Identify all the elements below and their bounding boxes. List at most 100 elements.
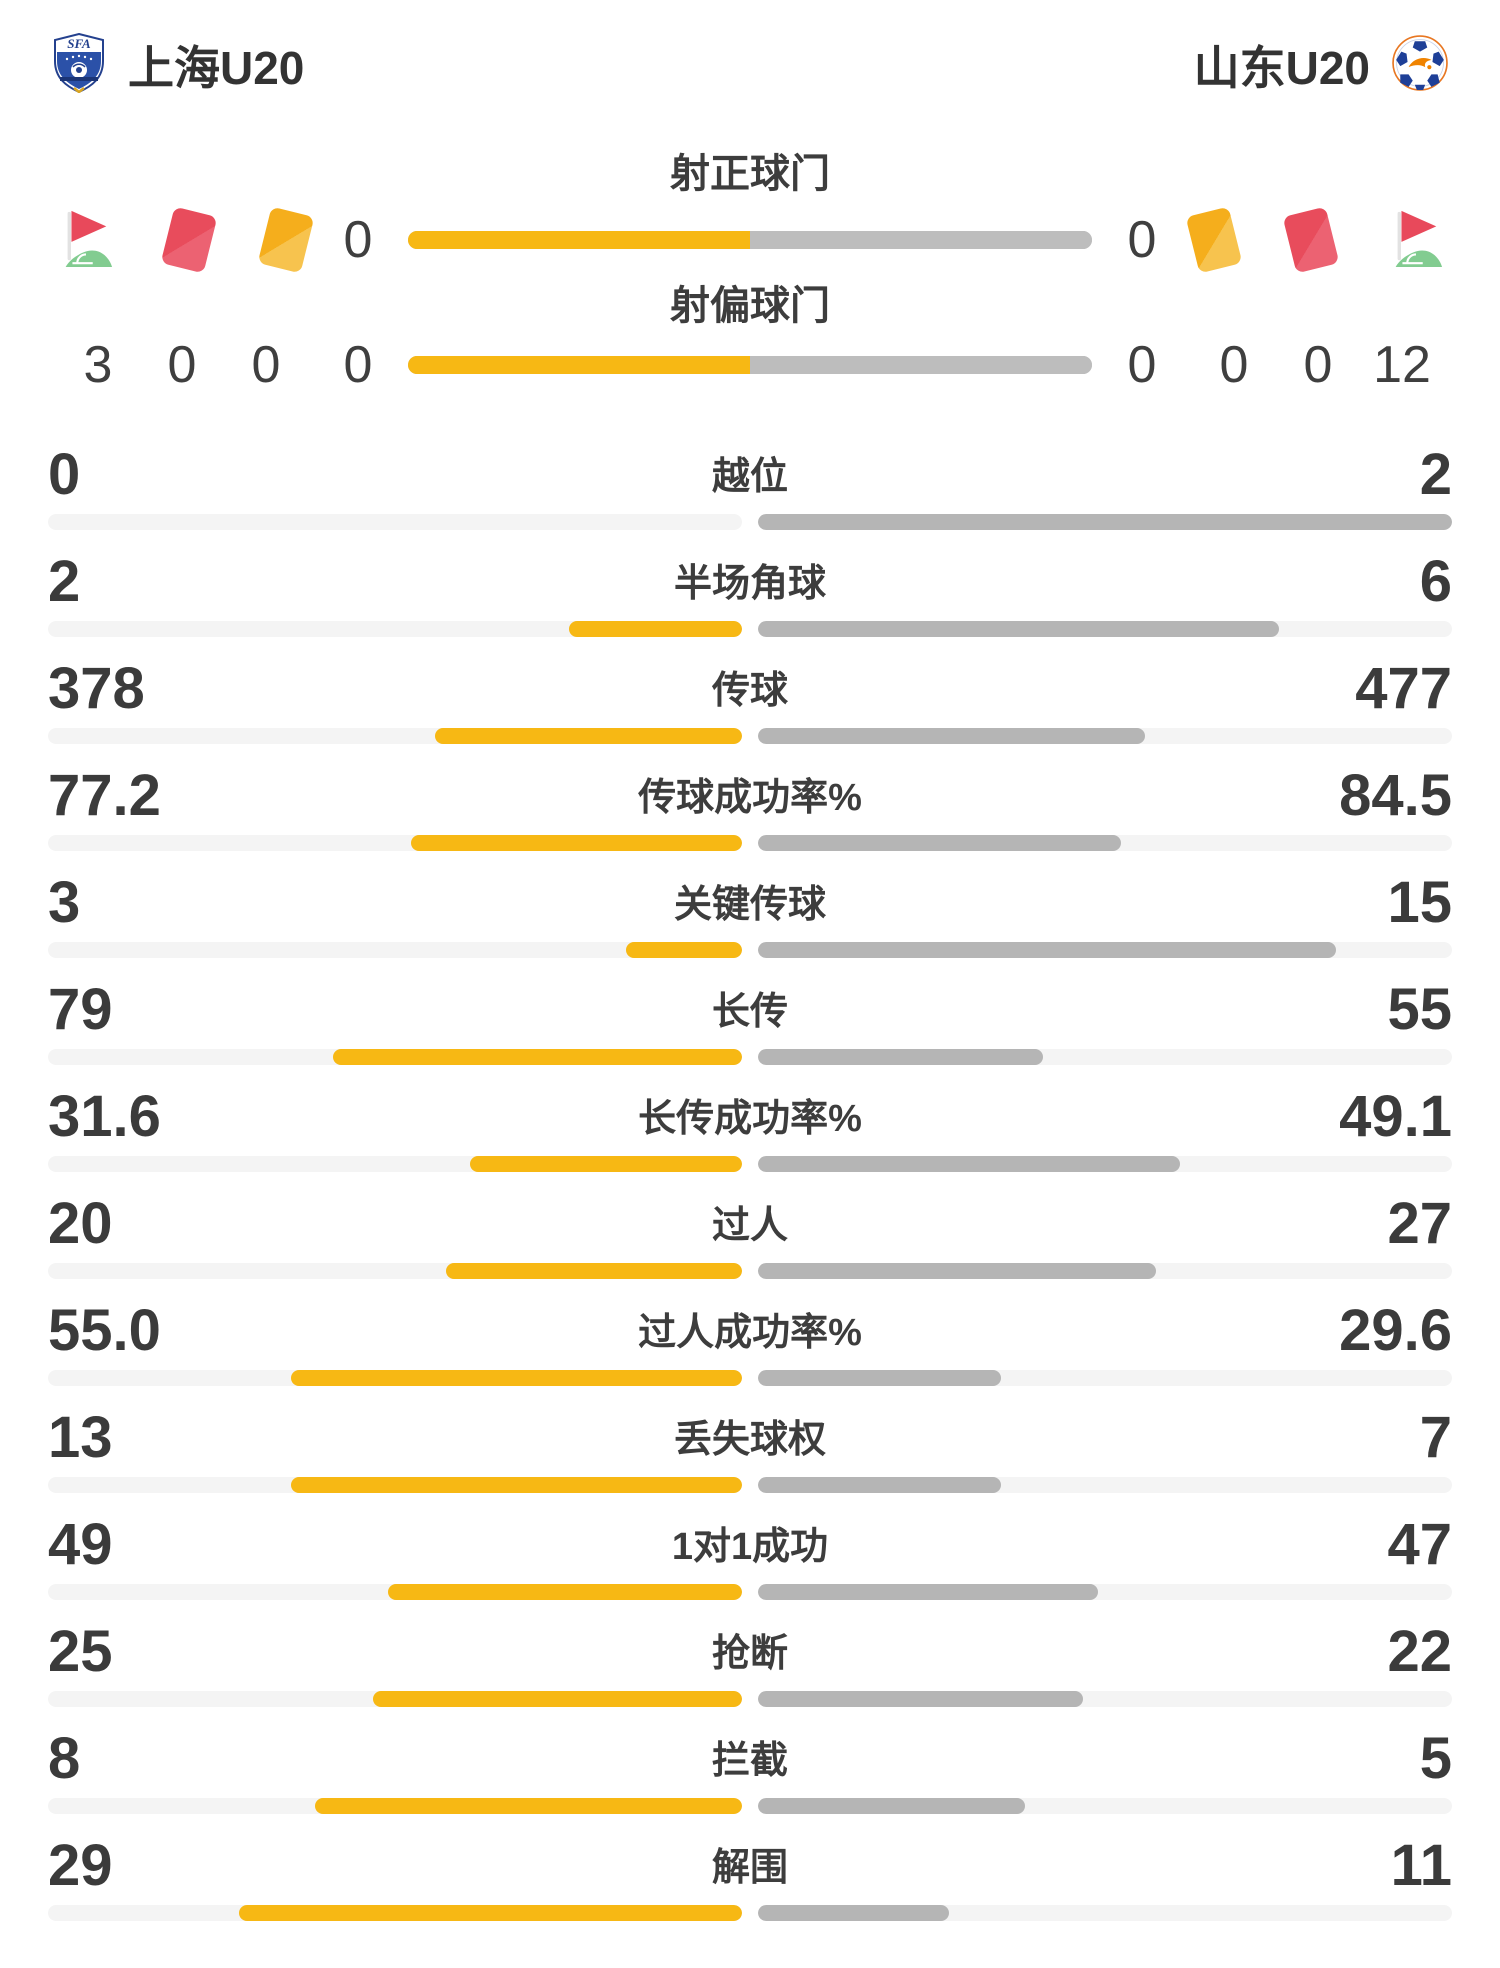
away-value: 6 [1419,549,1452,614]
away-value: 22 [1387,1619,1452,1684]
corner-flag-icon [56,207,114,274]
home-bar-fill [388,1584,742,1600]
stat-row: 79 长传 55 [48,981,1452,1088]
away-bar-fill [758,1691,1083,1707]
away-bar-fill [758,1049,1043,1065]
away-bar-track [758,1584,1452,1600]
home-value: 3 [48,870,81,935]
shots-off-target-title: 射偏球门 [670,284,830,328]
home-value: 0 [48,442,81,507]
away-bar-fill [758,942,1337,958]
away-bar-track [758,1263,1452,1279]
home-yellow-card-count: 0 [251,336,281,394]
stat-bars [48,1798,1452,1814]
shots-on-target-row: 0 0 [0,196,1500,284]
away-shots-on-target-value: 0 [1127,211,1157,269]
stat-bars [48,1584,1452,1600]
away-fill [750,231,1092,249]
away-bar-fill [758,1584,1099,1600]
stat-text-row: 55.0 过人成功率% 29.6 [48,1302,1452,1360]
stat-text-row: 8 拦截 5 [48,1730,1452,1788]
stat-row: 2 半场角球 6 [48,553,1452,660]
home-bar-fill [238,1905,742,1921]
stat-row: 49 1对1成功 47 [48,1516,1452,1623]
away-value: 27 [1387,1191,1452,1256]
away-bar-track [758,621,1452,637]
stat-row: 31.6 长传成功率% 49.1 [48,1088,1452,1195]
stat-bars [48,1156,1452,1172]
home-value: 31.6 [48,1084,161,1149]
home-bar-track [48,1477,742,1493]
stat-row: 8 拦截 5 [48,1730,1452,1837]
away-value: 47 [1387,1512,1452,1577]
stat-bars [48,1263,1452,1279]
stat-bars [48,514,1452,530]
stat-bars [48,1905,1452,1921]
home-bar-track [48,1798,742,1814]
away-bar-track [758,835,1452,851]
stat-text-row: 2 半场角球 6 [48,553,1452,611]
away-bar-track [758,1691,1452,1707]
stat-bars [48,942,1452,958]
away-shots-off-target-value: 0 [1127,336,1157,394]
away-team: 山东U20 [1194,32,1448,98]
home-bar-fill [290,1477,742,1493]
stat-row: 13 丢失球权 7 [48,1409,1452,1516]
home-value: 20 [48,1191,113,1256]
shots-on-target-bar [408,231,1092,249]
stat-label: 传球 [711,670,789,712]
stat-label: 抢断 [711,1633,789,1675]
home-discipline-icons [56,206,315,274]
corner-flag-icon [1386,207,1444,274]
stat-text-row: 13 丢失球权 7 [48,1409,1452,1467]
stat-text-row: 79 长传 55 [48,981,1452,1039]
away-value: 49.1 [1339,1084,1452,1149]
away-bar-track [758,728,1452,744]
away-bar-fill [758,728,1146,744]
red-card-icon [1282,206,1340,274]
away-value: 5 [1419,1726,1452,1791]
away-team-name: 山东U20 [1193,42,1370,94]
away-value: 84.5 [1339,763,1452,828]
home-corner-count: 3 [83,336,113,394]
stat-bars [48,1691,1452,1707]
yellow-card-icon [257,206,315,274]
stat-label: 半场角球 [673,563,827,605]
away-value: 7 [1419,1405,1452,1470]
home-bar-fill [372,1691,742,1707]
home-team: SFA 上海U20 [52,32,304,98]
home-team-logo-icon: SFA [52,32,106,98]
away-team-logo-icon [1392,34,1448,96]
home-bar-track [48,1263,742,1279]
away-value: 29.6 [1339,1298,1452,1363]
shots-on-target-title: 射正球门 [670,152,830,196]
away-bar-fill [758,835,1121,851]
away-yellow-card-count: 0 [1219,336,1249,394]
match-header: SFA 上海U20 山东U20 [0,0,1500,96]
away-bar-fill [758,621,1279,637]
stat-label: 拦截 [711,1740,789,1782]
stat-row: 55.0 过人成功率% 29.6 [48,1302,1452,1409]
stat-label: 越位 [711,456,789,498]
stat-bars [48,1477,1452,1493]
home-bar-track [48,835,742,851]
stat-text-row: 20 过人 27 [48,1195,1452,1253]
away-bar-track [758,1477,1452,1493]
home-value: 55.0 [48,1298,161,1363]
stat-text-row: 29 解围 11 [48,1837,1452,1895]
home-bar-track [48,1584,742,1600]
home-value: 77.2 [48,763,161,828]
home-bar-track [48,1905,742,1921]
stat-row: 0 越位 2 [48,446,1452,553]
home-bar-track [48,1370,742,1386]
stat-label: 过人 [711,1205,789,1247]
home-shots-off-target-value: 0 [343,336,373,394]
away-bar-track [758,942,1452,958]
away-bar-track [758,1370,1452,1386]
stat-bars [48,621,1452,637]
stat-label: 长传 [711,991,789,1033]
home-bar-fill [568,621,742,637]
home-value: 79 [48,977,113,1042]
away-bar-track [758,1905,1452,1921]
away-value: 55 [1387,977,1452,1042]
